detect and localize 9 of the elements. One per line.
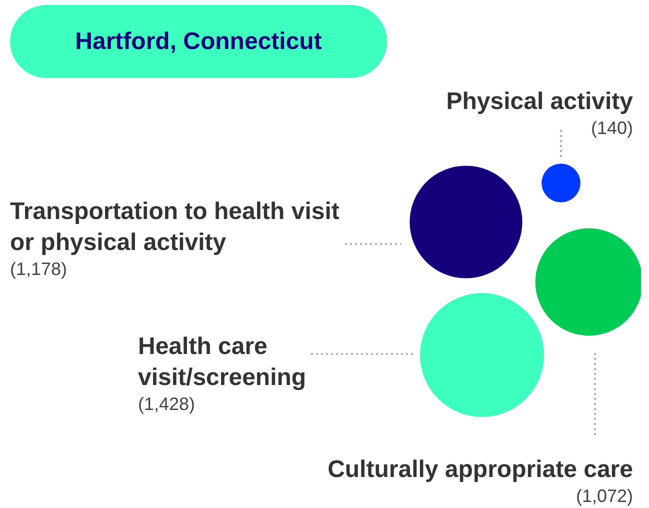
data-label: (1,072) [574,485,633,507]
data-label: (1,428) [138,393,196,415]
text: Hartford, Connecticut [75,28,322,56]
category-label: Culturally appropriate care [326,455,633,485]
category-label: Physical activity [445,87,633,117]
data-label: (140) [590,117,633,139]
data-label: (1,178) [10,258,68,280]
category-label: Transportation to health visit or physical activity [10,197,340,258]
category-label: Health care visit/screening [138,332,308,393]
